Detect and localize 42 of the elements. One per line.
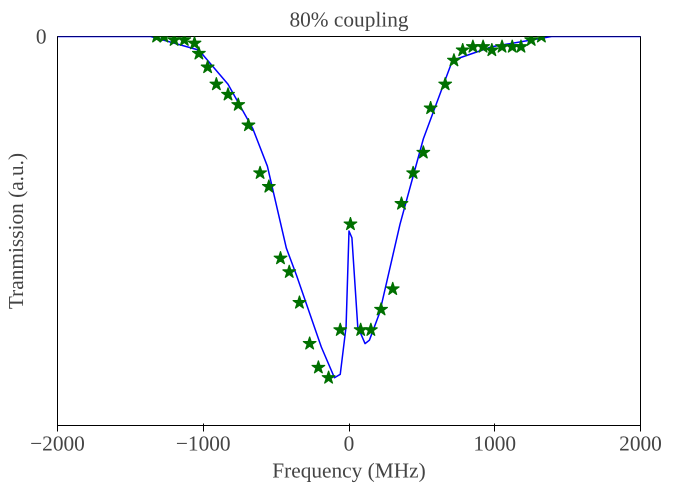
point — [354, 322, 368, 336]
point — [311, 360, 326, 374]
point — [321, 370, 336, 384]
point — [292, 295, 307, 309]
point — [262, 179, 276, 193]
chart-title: 80% coupling — [289, 8, 409, 32]
point — [273, 250, 288, 264]
point — [282, 264, 296, 278]
point — [484, 42, 499, 56]
point — [374, 302, 388, 316]
point — [394, 196, 409, 210]
point — [220, 87, 236, 101]
point — [241, 118, 256, 132]
point — [200, 60, 215, 74]
point — [494, 39, 510, 53]
point — [333, 322, 348, 336]
x-axis-title: Frequency (MHz) — [272, 458, 426, 482]
point — [386, 282, 400, 296]
point — [416, 145, 430, 159]
x-tick-label: −2000 — [30, 432, 85, 456]
x-tick-label: −1000 — [176, 432, 231, 456]
x-tick-label: 1000 — [473, 432, 516, 456]
point — [192, 46, 206, 60]
point — [438, 76, 452, 90]
y-axis-title: Tranmission (a.u.) — [4, 152, 28, 310]
point — [364, 322, 378, 336]
x-tick-label: 0 — [344, 432, 354, 456]
point — [209, 76, 224, 90]
point — [456, 42, 470, 56]
point — [231, 97, 246, 111]
point — [252, 165, 268, 180]
point — [343, 216, 358, 230]
point — [187, 36, 202, 50]
point — [423, 100, 438, 114]
point — [406, 165, 420, 180]
x-tick-label: 2000 — [619, 432, 662, 456]
point — [466, 39, 480, 53]
point — [514, 39, 528, 53]
point — [446, 52, 462, 67]
point — [302, 336, 317, 350]
point — [476, 39, 490, 53]
text: 0 — [36, 24, 47, 48]
